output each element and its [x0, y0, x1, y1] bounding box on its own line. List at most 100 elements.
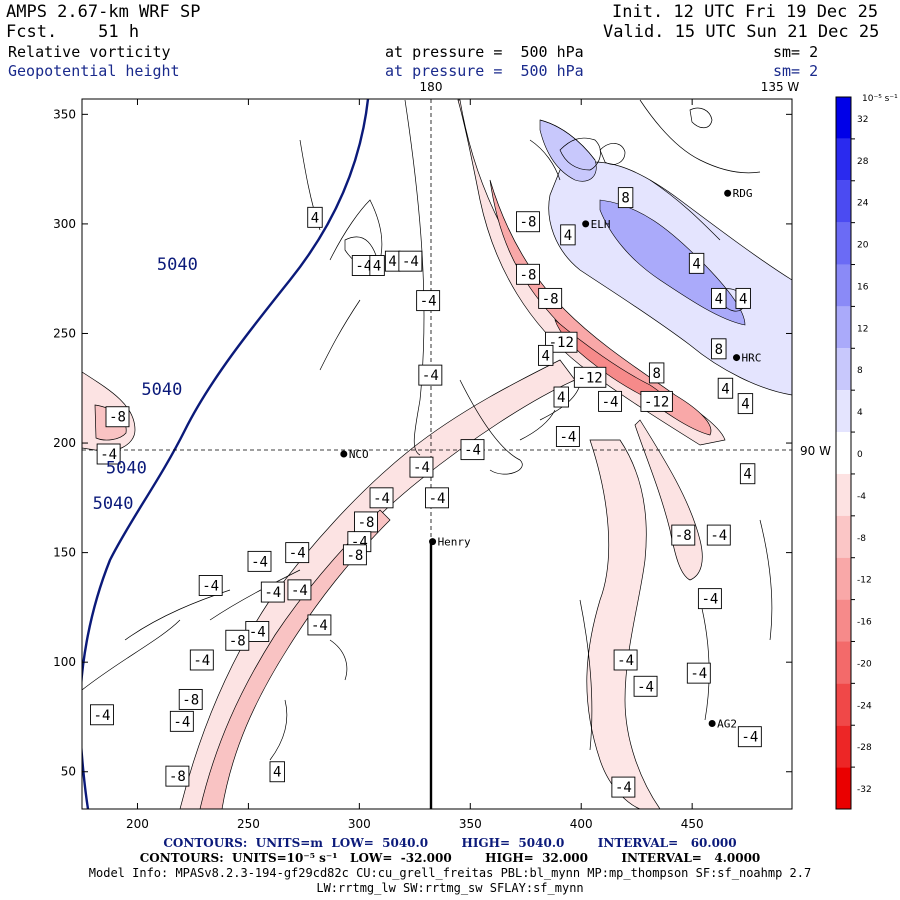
contour-label-box	[538, 287, 563, 309]
vorticity-contour-label: 4	[560, 224, 576, 246]
vorticity-contour-label: 4	[711, 287, 727, 309]
vorticity-contour-label: -8	[165, 765, 190, 787]
colorbar-segment	[836, 97, 851, 139]
plot-frame	[81, 98, 793, 810]
contour-label-box	[633, 675, 658, 697]
vorticity-contour-label: -8	[516, 263, 540, 285]
contour-label-text: -12	[644, 394, 669, 410]
contour-label-text: 4	[739, 291, 747, 307]
contour-label-box	[105, 406, 130, 428]
vorticity-contour-label: -4	[613, 649, 638, 671]
contour-label-box	[711, 338, 727, 360]
vorticity-contour-label: -4	[169, 710, 194, 732]
vorticity-band-southeast	[586, 439, 661, 809]
contour-label-text: -4	[311, 618, 328, 634]
field1-label: Relative vorticity	[8, 43, 171, 61]
station-dot	[724, 189, 732, 197]
contour-label-box	[409, 456, 434, 478]
contour-label-box	[416, 290, 441, 312]
colorbar-segment	[836, 725, 851, 768]
vorticity-contour-label: -4	[245, 621, 270, 642]
contour-label-text: -4	[464, 443, 481, 459]
vorticity-contour-label: -4	[418, 364, 443, 386]
contour-label-box	[611, 776, 636, 798]
vorticity-contour-label: -4	[260, 581, 285, 603]
vorticity-contour-label: -8	[354, 511, 378, 533]
vorticity-contour-label: 8	[648, 362, 665, 384]
contour-label-box	[342, 544, 367, 566]
height-contour-label: 5040	[93, 494, 134, 514]
vorticity-contour-label: -4	[409, 456, 434, 478]
x-tick-label: 450	[681, 817, 704, 831]
contour-label-text: 8	[715, 342, 723, 358]
colorbar-tick-label: -8	[857, 534, 866, 544]
contour-label-box	[247, 550, 272, 572]
contour-label-text: -4	[100, 447, 117, 463]
vorticity-contour-label: 4	[735, 287, 751, 309]
colorbar-tick-label: 8	[857, 366, 863, 376]
contour-label-text: -12	[577, 370, 602, 386]
contour-label-text: 4	[564, 228, 572, 244]
x-tick-label: 400	[570, 817, 593, 831]
contour-label-text: -8	[675, 528, 692, 544]
vorticity-contour-labels: 4-4 4 4 -4-4-4-8-4-4-4-4-8-4-8-4-4-4 -4 -4-4-…	[90, 187, 762, 798]
station-dot	[733, 354, 741, 362]
pressure2-label: at pressure = 500 hPa	[385, 62, 584, 80]
contour-label-text: 4	[557, 390, 565, 406]
contour-label-text: -4	[615, 780, 632, 796]
vorticity-contour-label: -4	[198, 575, 223, 596]
contour-label-text: -4	[94, 708, 111, 724]
colorbar-segment	[836, 432, 851, 474]
colorbar-segment	[836, 390, 851, 433]
vorticity-contour-label: -4	[416, 290, 441, 312]
colorbar-tick-label: 0	[857, 450, 863, 460]
contour-label-box	[686, 662, 711, 684]
contour-label-box	[418, 364, 443, 386]
contour-label-text: 4	[373, 259, 381, 275]
contour-label-text: -8	[229, 633, 246, 649]
contour-label-text: 4	[311, 210, 319, 226]
contour-label-box	[178, 688, 203, 710]
vorticity-contour-label: -8	[342, 544, 367, 566]
vorticity-contour-label: 4	[737, 393, 754, 415]
vorticity-contour-label: -4	[555, 426, 580, 447]
colorbar-tick-label: -16	[857, 618, 872, 628]
contour-label-box	[737, 726, 762, 748]
colorbar-tick-label: 32	[857, 115, 868, 125]
contour-label-box	[96, 443, 121, 465]
colorbar-segment	[836, 599, 851, 642]
contour-label-text: -4	[617, 653, 634, 669]
contour-label-box	[198, 575, 223, 596]
vorticity-contour-label: -4	[425, 487, 449, 509]
contour-label-box	[189, 649, 214, 671]
colorbar-segment	[836, 473, 851, 516]
y-tick-label: 50	[61, 765, 76, 779]
vorticity-contour-label: -12	[573, 366, 607, 388]
vorticity-contour-label: 4	[538, 344, 554, 366]
vorticity-contour-label: -4	[460, 439, 485, 461]
colorbar-tick-label: -24	[857, 701, 872, 711]
contour-label-box	[90, 704, 114, 726]
contour-label-box	[739, 463, 756, 485]
y-tick-label: 350	[53, 107, 76, 121]
height-contour-labels: 5040 5040 5040 5040	[93, 255, 198, 514]
contour-label-box	[516, 263, 540, 285]
vorticity-contour-label: 4	[269, 761, 285, 783]
contour-label-box	[706, 524, 731, 546]
contour-label-box	[560, 224, 576, 246]
contour-label-text: -4	[559, 429, 576, 445]
contour-label-text: -4	[741, 730, 758, 746]
y-tick-label: 300	[53, 217, 76, 231]
colorbar-tick-label: 28	[857, 157, 869, 167]
contour-label-box	[737, 393, 754, 415]
colorbar-frame	[835, 96, 852, 810]
contour-label-text: -8	[109, 410, 126, 426]
colorbar-segment	[836, 641, 851, 684]
contour-label-text: -4	[264, 585, 281, 601]
contour-label-text: -8	[542, 291, 559, 307]
contour-label-text: -4	[173, 714, 190, 730]
y-tick-label: 250	[53, 326, 76, 340]
contour-label-box	[717, 377, 734, 399]
contour-label-text: 4	[721, 381, 729, 397]
contour-label-text: -8	[169, 769, 186, 785]
